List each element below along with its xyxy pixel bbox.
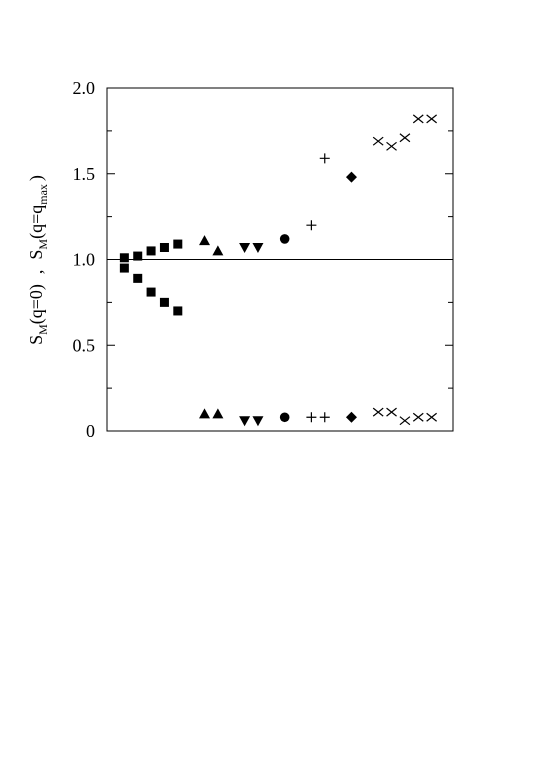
square-marker-q0 [159,242,169,252]
diamond-marker-q0 [345,171,357,183]
circle-marker-q0 [279,234,290,244]
cross-marker-qmax [386,407,397,417]
ylabel-part2-close: ) [26,175,47,181]
y-tick-label: 0 [86,421,95,441]
triangle-down-marker-qmax [239,416,251,427]
y-tick-label: 0.5 [73,335,96,355]
ylabel-part1-rest: (q=0) [26,284,47,324]
y-axis-tick-labels: 0 0.5 1.0 1.5 2.0 [73,78,96,441]
y-tick-label: 1.5 [73,164,96,184]
ylabel-part2-base: S [26,250,46,260]
square-marker-qmax [133,273,143,283]
triangle-down-marker-qmax [252,416,264,427]
plus-marker-qmax [319,412,330,423]
cross-marker-qmax [426,412,437,422]
square-marker-q0 [133,251,143,261]
cross-marker-qmax [412,412,424,422]
plus-marker-q0 [306,220,317,231]
circle-marker-qmax [279,412,290,423]
y-tick-label: 1.0 [73,250,96,270]
triangle-down-marker-q0 [252,242,264,253]
square-marker-qmax [159,297,169,307]
triangle-up-marker-qmax [212,408,224,419]
y-axis-label: SM(q=0),SM(q=qmax) [26,175,50,345]
ylabel-part1-base: S [26,335,46,345]
cross-marker-q0 [399,133,411,143]
plus-marker-q0 [319,153,330,164]
ylabel-separator: , [26,270,46,275]
ylabel-part2-sub: M [36,239,50,250]
cross-marker-q0 [426,114,437,124]
diamond-marker-qmax [345,411,357,423]
square-marker-q0 [119,253,129,263]
cross-marker-qmax [399,416,411,426]
triangle-up-marker-q0 [199,235,211,246]
cross-marker-q0 [372,136,384,146]
plus-marker-qmax [306,412,317,423]
ylabel-part2-sub2: max [36,184,50,205]
triangle-down-marker-q0 [239,242,251,253]
square-marker-q0 [173,239,183,249]
ylabel-part1-sub: M [36,324,50,335]
ylabel-part2-rest: (q=q [26,205,47,239]
data-markers [119,114,437,427]
square-marker-qmax [119,263,129,273]
square-marker-qmax [146,287,156,297]
square-marker-qmax [173,306,183,316]
triangle-up-marker-q0 [212,245,224,256]
square-marker-q0 [146,246,156,256]
cross-marker-q0 [386,141,397,151]
cross-marker-qmax [372,407,384,417]
y-tick-label: 2.0 [73,78,96,98]
cross-marker-q0 [412,114,424,124]
triangle-up-marker-qmax [199,408,211,419]
